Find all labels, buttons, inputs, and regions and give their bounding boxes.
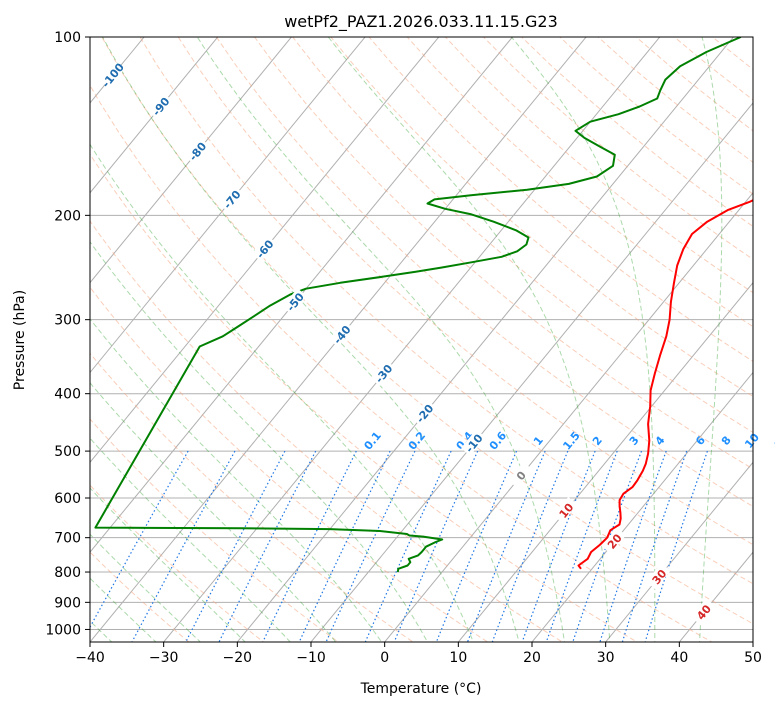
isotherm-label-bg — [553, 496, 578, 524]
dry-adiabat — [90, 352, 414, 642]
isotherm-label-bg — [460, 429, 486, 456]
x-axis-label: Temperature (°C) — [360, 681, 482, 697]
dry-adiabat — [406, 37, 753, 328]
dry-adiabat — [292, 37, 753, 433]
y-tick-label: 600 — [54, 491, 81, 507]
x-tick-label: −10 — [296, 650, 326, 666]
isotherm-line — [236, 37, 735, 642]
mixing-ratio-line — [466, 450, 546, 642]
dry-adiabat — [90, 220, 564, 642]
mixing-ratio-line — [435, 450, 518, 642]
y-tick-label: 1000 — [45, 622, 81, 638]
mixing-ratio-line — [262, 450, 357, 642]
y-tick-label: 200 — [54, 208, 81, 224]
isotherm-label-bg — [282, 288, 307, 315]
mixing-ratio-line — [364, 450, 452, 642]
isotherm-label-bg — [370, 359, 396, 387]
mixing-ratio-line — [599, 450, 667, 642]
line-labels: 0.10.20.40.611.52346810131620253036-100-… — [99, 60, 775, 625]
mixing-ratio-line — [185, 450, 286, 642]
dry-adiabat — [90, 418, 340, 642]
dry-adiabat — [90, 286, 489, 642]
isotherm-label-bg — [184, 137, 210, 164]
isotherm-label-bg — [508, 461, 533, 489]
moist-adiabat — [90, 577, 157, 642]
y-tick-label: 800 — [54, 565, 81, 581]
y-tick-label: 100 — [54, 30, 81, 46]
dry-adiabat — [90, 153, 639, 642]
y-axis-label: Pressure (hPa) — [12, 290, 28, 390]
x-tick-label: −30 — [149, 650, 179, 666]
x-tick-label: 20 — [523, 650, 541, 666]
moist-adiabat — [90, 318, 383, 642]
isotherm-line — [90, 37, 366, 374]
dry-adiabat — [101, 37, 753, 625]
isotherm-label-bg — [411, 399, 437, 426]
y-tick-label: 400 — [54, 387, 81, 403]
dry-adiabat — [90, 84, 713, 642]
isotherm-label-bg — [147, 92, 173, 119]
isotherm-line — [90, 37, 514, 553]
y-tick-label: 300 — [54, 313, 81, 329]
profile-lines — [94, 37, 753, 573]
moist-adiabat — [90, 241, 428, 642]
isotherm-line — [163, 37, 661, 642]
moist-adiabat — [90, 533, 202, 642]
dry-adiabat — [90, 484, 265, 642]
dry-adiabat — [330, 37, 753, 398]
x-tick-label: 30 — [597, 650, 615, 666]
mixing-ratio-line — [218, 450, 317, 642]
mixing-ratio-line — [325, 450, 416, 642]
mixing-ratio-label: 13 — [772, 431, 775, 451]
dry-adiabat — [368, 37, 753, 362]
x-tick-label: −20 — [223, 650, 253, 666]
moist-adiabat — [90, 437, 291, 642]
isotherm-label-bg — [601, 527, 627, 554]
dewpoint-profile — [94, 37, 742, 573]
moist-adiabat — [327, 37, 611, 642]
moist-adiabat — [90, 487, 246, 642]
isotherm-label-bg — [328, 320, 354, 348]
isotherm-label-bg — [251, 235, 277, 262]
plot-frame — [89, 36, 754, 643]
mixing-ratio-line — [572, 450, 643, 642]
dry-adiabat — [177, 37, 753, 546]
x-tick-label: 10 — [449, 650, 467, 666]
y-tick-label: 700 — [54, 531, 81, 547]
y-tick-label: 900 — [54, 595, 81, 611]
mixing-ratio-line — [131, 450, 236, 642]
x-tick-label: 40 — [670, 650, 688, 666]
mixing-ratio-line — [393, 450, 479, 642]
isotherm-line — [90, 37, 440, 464]
isotherm-label-bg — [690, 598, 716, 625]
moist-adiabat — [102, 37, 520, 642]
isotherm-label-bg — [646, 563, 671, 590]
isotherm-line — [384, 192, 753, 642]
isotherm-line — [605, 461, 753, 642]
mixing-ratio-line — [621, 450, 688, 642]
mixing-ratio-line — [545, 450, 618, 642]
chart-title: wetPf2_PAZ1.2026.033.11.15.G23 — [284, 12, 558, 32]
isotherm-line — [90, 37, 219, 194]
axes: −40 −30 −20 −10 0 10 20 30 40 50 100 200 300 400 500 60… — [45, 30, 762, 666]
x-tick-label: −40 — [75, 650, 105, 666]
isotherm-line — [457, 281, 753, 642]
x-tick-label: 50 — [744, 650, 762, 666]
temperature-profile — [577, 199, 753, 570]
mixing-ratio-line — [298, 450, 391, 642]
isotherm-line — [90, 37, 293, 284]
isotherm-line — [310, 102, 753, 642]
dry-adiabat — [215, 37, 753, 508]
isotherm-label-bg — [218, 185, 244, 212]
isotherm-label-bg — [99, 61, 125, 88]
x-tick-label: 0 — [380, 650, 389, 666]
moist-adiabat — [196, 37, 566, 642]
moist-adiabat — [90, 382, 337, 642]
y-tick-label: 500 — [54, 444, 81, 460]
